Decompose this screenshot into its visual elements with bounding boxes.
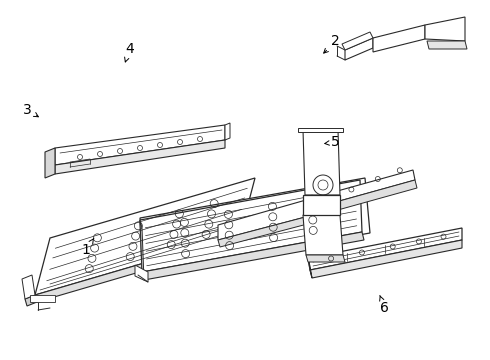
- Text: 3: 3: [23, 103, 38, 117]
- Polygon shape: [142, 232, 364, 280]
- Polygon shape: [345, 38, 373, 60]
- Text: 1: 1: [81, 238, 94, 257]
- Text: 5: 5: [325, 135, 340, 149]
- Polygon shape: [303, 215, 343, 255]
- Polygon shape: [225, 123, 230, 140]
- Polygon shape: [140, 220, 144, 280]
- Polygon shape: [298, 128, 343, 132]
- Polygon shape: [140, 178, 370, 273]
- Text: 4: 4: [124, 42, 134, 62]
- Polygon shape: [55, 140, 225, 174]
- Polygon shape: [30, 295, 55, 302]
- Polygon shape: [22, 275, 35, 299]
- Polygon shape: [35, 178, 255, 295]
- Polygon shape: [425, 17, 465, 41]
- Polygon shape: [323, 170, 415, 205]
- Polygon shape: [342, 32, 373, 50]
- Polygon shape: [306, 255, 345, 262]
- Polygon shape: [45, 148, 55, 178]
- Polygon shape: [427, 41, 467, 49]
- Polygon shape: [373, 25, 425, 52]
- Polygon shape: [55, 125, 225, 165]
- Polygon shape: [218, 198, 313, 240]
- Polygon shape: [310, 240, 462, 278]
- Polygon shape: [325, 180, 417, 213]
- Polygon shape: [308, 228, 462, 270]
- Polygon shape: [303, 130, 340, 195]
- Polygon shape: [218, 215, 315, 247]
- Text: 6: 6: [380, 296, 389, 315]
- Polygon shape: [140, 180, 362, 272]
- Polygon shape: [308, 258, 312, 278]
- Polygon shape: [35, 235, 242, 302]
- Text: 2: 2: [324, 35, 340, 53]
- Polygon shape: [303, 195, 340, 215]
- Polygon shape: [25, 295, 37, 306]
- Polygon shape: [135, 265, 148, 282]
